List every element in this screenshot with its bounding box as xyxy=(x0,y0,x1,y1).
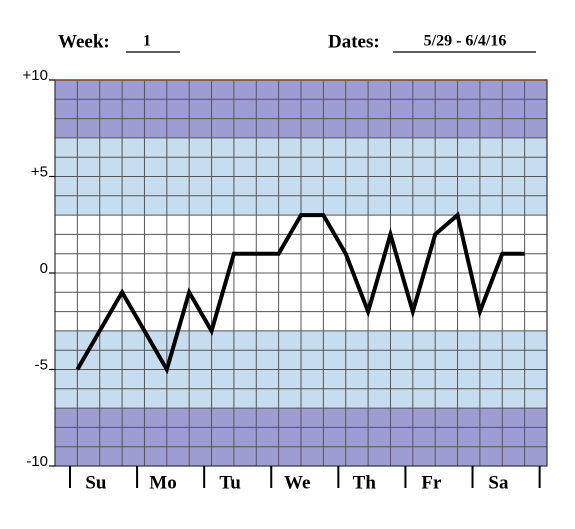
week-label: Week: xyxy=(58,31,110,52)
y-tick-label: -10 xyxy=(26,453,48,470)
x-tick-label: Fr xyxy=(421,472,442,493)
mood-line xyxy=(75,211,525,375)
x-tick-label: Tu xyxy=(219,472,241,493)
week-value: 1 xyxy=(143,33,151,50)
dates-label: Dates: xyxy=(328,31,380,52)
y-tick-label: +10 xyxy=(23,67,48,84)
y-tick-label: +5 xyxy=(31,163,48,180)
x-tick-label: Th xyxy=(353,472,377,493)
x-tick-label: Su xyxy=(85,472,107,493)
x-tick-label: Mo xyxy=(149,472,176,493)
dates-value: 5/29 - 6/4/16 xyxy=(424,33,507,50)
y-tick-label: 0 xyxy=(40,260,48,277)
y-tick-label: -5 xyxy=(35,356,48,373)
x-tick-label: Sa xyxy=(488,472,509,493)
x-tick-label: We xyxy=(284,472,310,493)
